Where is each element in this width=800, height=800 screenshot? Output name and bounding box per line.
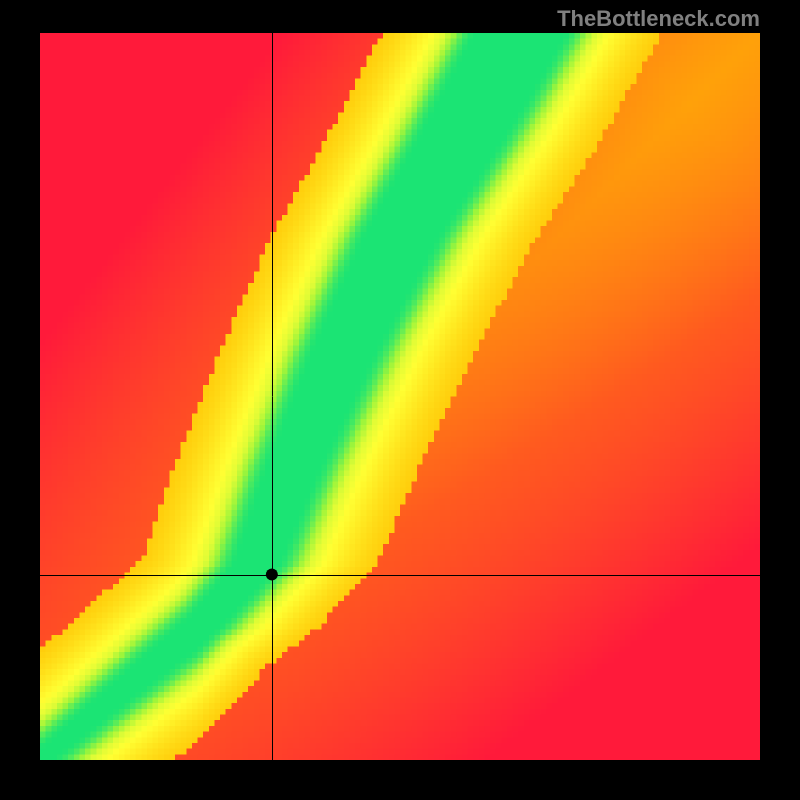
watermark-text: TheBottleneck.com xyxy=(557,6,760,32)
crosshair-overlay xyxy=(0,0,800,800)
chart-container: { "watermark": { "text": "TheBottleneck.… xyxy=(0,0,800,800)
